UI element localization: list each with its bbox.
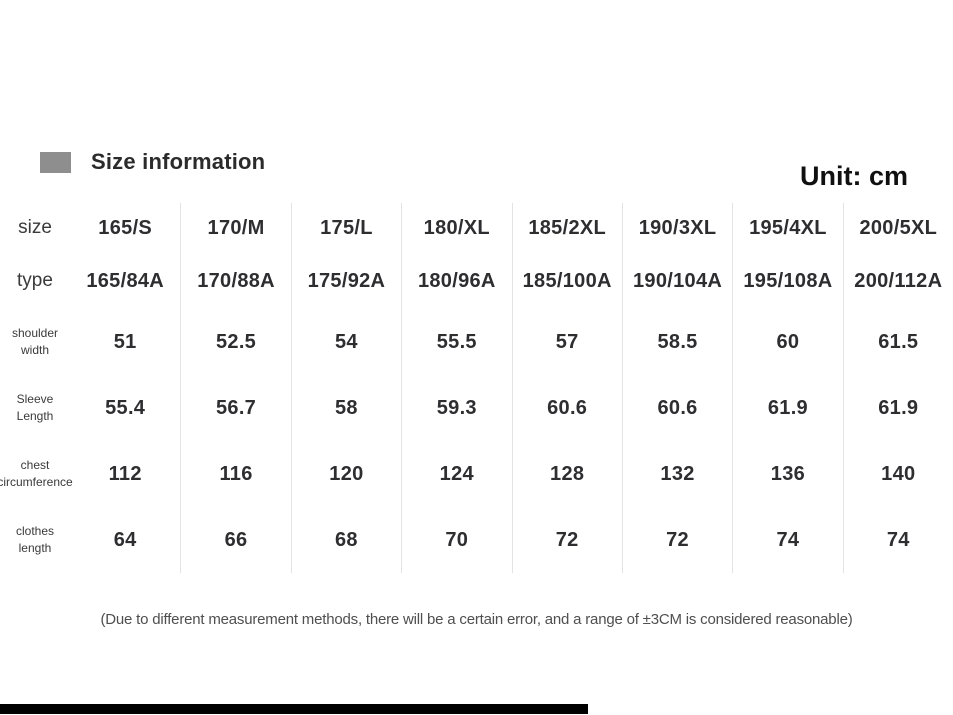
- value-cell: 60.6: [621, 375, 732, 441]
- value-cell: 54: [290, 309, 401, 375]
- value-cell: 165/84A: [86, 269, 165, 292]
- row-label-line: Sleeve: [16, 391, 54, 406]
- row-label-shoulder-width: shoulder width: [0, 309, 70, 375]
- column-header-cell: 195/4XL: [732, 203, 842, 253]
- value-cell: 136: [732, 441, 842, 507]
- row-label-line: circumference: [0, 475, 73, 489]
- value-cell: 70: [401, 507, 511, 573]
- row-label-sleeve-length: Sleeve Length: [0, 375, 70, 441]
- row-label-line: clothes: [15, 523, 55, 538]
- section-header: Size information: [40, 149, 266, 174]
- size-chart-title: Size information: [91, 149, 266, 174]
- value-cell: 132: [621, 441, 732, 507]
- bottom-divider-bar: [0, 704, 588, 714]
- column-header-cell: 185/2XL: [511, 203, 622, 253]
- value-cell: 170/88A: [180, 253, 290, 309]
- value-cell: 58: [290, 375, 401, 441]
- value-cell: 58.5: [621, 309, 732, 375]
- column-header-cell: 180/XL: [401, 203, 511, 253]
- size-table: size 165/S 170/M 175/L 180/XL 185/2XL 19…: [0, 203, 953, 573]
- value-cell: 60: [732, 309, 842, 375]
- row-label-chest-circumference: chest circumference: [0, 441, 73, 507]
- value-cell: 190/104A: [621, 253, 732, 309]
- value-cell: 140: [842, 441, 953, 507]
- value-cell: 72: [511, 507, 622, 573]
- value-cell: 120: [290, 441, 401, 507]
- value-cell: 66: [180, 507, 290, 573]
- value-cell: 124: [401, 441, 511, 507]
- value-cell: 64: [113, 528, 137, 551]
- row-label-clothes-length: clothes length: [0, 507, 70, 573]
- row-label-line: chest: [20, 457, 50, 472]
- value-cell: 61.9: [732, 375, 842, 441]
- value-cell: 128: [511, 441, 622, 507]
- value-cell: 68: [290, 507, 401, 573]
- measurement-note: (Due to different measurement methods, t…: [100, 611, 853, 628]
- value-cell: 52.5: [180, 309, 290, 375]
- value-cell: 56.7: [180, 375, 290, 441]
- row-label-line: shoulder: [11, 325, 59, 340]
- row-label-type: type: [17, 270, 53, 291]
- row-label-line: length: [18, 541, 52, 555]
- value-cell: 180/96A: [401, 253, 511, 309]
- value-cell: 195/108A: [732, 253, 842, 309]
- column-header-cell: 170/M: [180, 203, 290, 253]
- value-cell: 59.3: [401, 375, 511, 441]
- value-cell: 74: [732, 507, 842, 573]
- value-cell: 55.5: [401, 309, 511, 375]
- value-cell: 57: [511, 309, 622, 375]
- legend-square-icon: [40, 151, 71, 173]
- column-header-cell: 175/L: [290, 203, 401, 253]
- column-header-cell: 200/5XL: [842, 203, 953, 253]
- row-label-line: width: [20, 343, 49, 357]
- value-cell: 200/112A: [842, 253, 953, 309]
- value-cell: 72: [621, 507, 732, 573]
- value-cell: 185/100A: [511, 253, 622, 309]
- value-cell: 60.6: [511, 375, 622, 441]
- corner-label: size: [18, 217, 52, 238]
- column-header-cell: 165/S: [98, 216, 153, 239]
- value-cell: 116: [180, 441, 290, 507]
- value-cell: 51: [113, 330, 137, 353]
- value-cell: 74: [842, 507, 953, 573]
- value-cell: 61.5: [842, 309, 953, 375]
- value-cell: 112: [108, 462, 142, 485]
- column-header-cell: 190/3XL: [621, 203, 732, 253]
- unit-label: Unit: cm: [800, 161, 908, 191]
- value-cell: 55.4: [105, 396, 146, 419]
- value-cell: 175/92A: [290, 253, 401, 309]
- value-cell: 61.9: [842, 375, 953, 441]
- row-label-line: Length: [16, 409, 54, 423]
